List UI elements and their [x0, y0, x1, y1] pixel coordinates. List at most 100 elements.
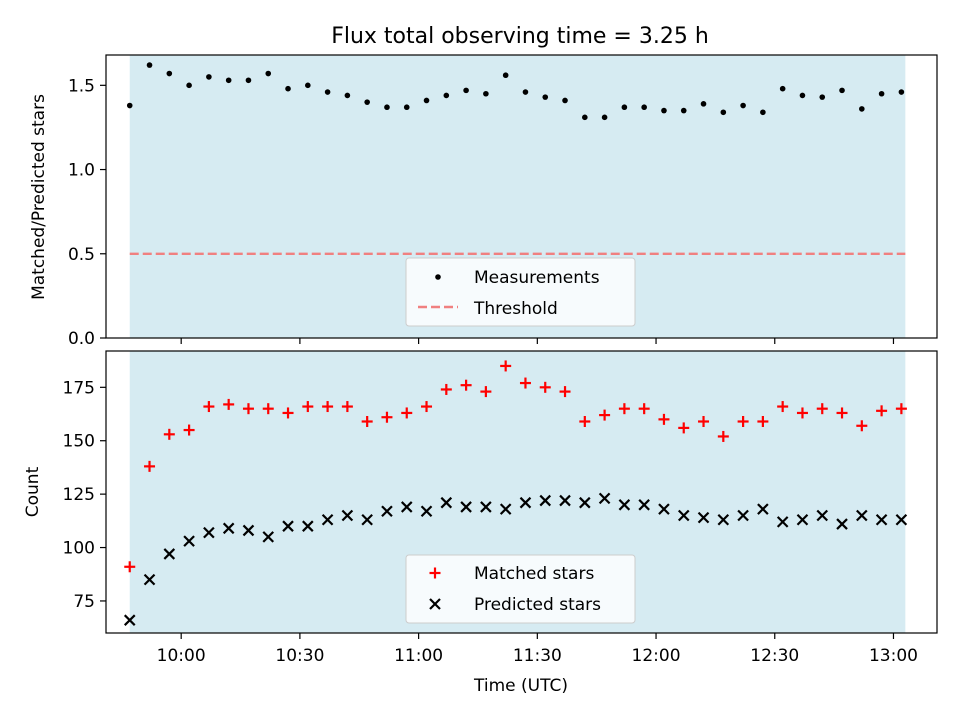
predicted-star-point [539, 494, 552, 507]
matched-star-point [519, 377, 531, 389]
matched-star-point [460, 379, 472, 391]
predicted-star-point [776, 516, 789, 528]
predicted-star-point [856, 509, 868, 522]
measurement-point [859, 106, 865, 112]
predicted-star-point [579, 496, 591, 509]
measurement-point [898, 89, 905, 95]
predicted-star-point [400, 501, 413, 513]
top-points [126, 62, 905, 121]
measurement-point [146, 62, 153, 68]
bottom-y-tick-label: 175 [63, 378, 95, 398]
measurement-point [839, 87, 845, 94]
measurement-point [364, 99, 370, 105]
predicted-star-point [143, 573, 156, 586]
matched-star-point [223, 398, 235, 410]
matched-star-point [698, 416, 710, 427]
matched-star-point [203, 401, 215, 413]
x-tick-label: 13:00 [869, 646, 918, 666]
legend-matched-marker [429, 567, 441, 579]
measurement-point [225, 77, 232, 84]
predicted-star-point [420, 505, 433, 518]
predicted-star-point [460, 501, 472, 513]
legend-predicted-label: Predicted stars [474, 595, 601, 615]
predicted-star-point [658, 503, 670, 515]
x-tick-label: 11:00 [394, 646, 443, 666]
matched-star-point [341, 401, 353, 413]
predicted-star-point [697, 511, 710, 524]
matched-star-point [381, 411, 393, 423]
measurement-point [878, 90, 885, 97]
measurement-point [443, 92, 450, 99]
measurement-point [324, 89, 331, 95]
bottom-legend-box [405, 554, 636, 624]
predicted-star-point [836, 518, 848, 530]
measurement-point [423, 97, 430, 104]
top-panel: 0.0 0.5 1.0 1.5 Matched/Predicted stars Mea… [29, 54, 938, 349]
matched-star-point [559, 386, 571, 398]
bottom-axes-frame [105, 350, 938, 634]
matched-star-point [262, 403, 274, 415]
legend-matched-label: Matched stars [474, 564, 594, 584]
predicted-star-point [499, 503, 512, 515]
measurement-point [305, 82, 311, 89]
measurement-point [502, 72, 509, 79]
top-axes-frame [105, 54, 938, 339]
matched-star-point [658, 413, 670, 425]
predicted-star-point [163, 548, 176, 560]
matched-star-point [500, 360, 512, 372]
measurement-point [641, 104, 647, 111]
measurement-point [760, 109, 766, 116]
predicted-star-point [677, 509, 690, 522]
matched-star-point [836, 407, 848, 419]
predicted-marker-glyph [429, 598, 441, 610]
predicted-star-point [302, 520, 314, 532]
measurement-point [245, 77, 252, 84]
matched-star-point [480, 386, 492, 398]
predicted-star-point [816, 509, 829, 522]
matched-star-point [895, 403, 907, 415]
matched-star-point [361, 416, 373, 427]
bottom-y-ticks: 75 100 125 150 175 [63, 378, 106, 612]
matched-star-point [757, 416, 769, 427]
matched-star-point [401, 407, 413, 419]
predicted-star-point [598, 492, 611, 505]
bottom-y-tick-label: 125 [63, 485, 95, 505]
measurement-point [522, 89, 529, 95]
predicted-star-point [757, 503, 769, 515]
matched-star-point [816, 403, 828, 415]
top-legend: Measurements Threshold [405, 257, 636, 327]
matched-star-point [638, 403, 650, 415]
matched-star-point [163, 428, 175, 440]
bottom-points [123, 360, 908, 626]
matched-star-point [618, 403, 630, 415]
matched-star-point [282, 407, 294, 419]
measurement-point [542, 94, 549, 100]
measurement-point [680, 107, 687, 114]
x-tick-label: 12:30 [750, 646, 799, 666]
x-tick-label: 10:00 [157, 646, 206, 666]
predicted-star-point [717, 513, 730, 526]
matched-star-point [183, 424, 195, 436]
predicted-star-point [183, 535, 195, 547]
predicted-star-point [737, 509, 749, 522]
matched-star-point [579, 416, 591, 427]
matched-marker-glyph [429, 567, 441, 579]
predicted-star-point [361, 513, 373, 526]
matched-star-point [737, 416, 749, 427]
measurement-point [740, 102, 746, 109]
measurement-point [779, 85, 786, 92]
bottom-x-ticks: 10:00 10:30 11:00 11:30 12:00 12:30 13:00 [157, 633, 918, 666]
top-y-tick-label: 0.5 [68, 245, 95, 265]
measurement-point [819, 94, 826, 100]
matched-star-point [777, 401, 789, 413]
predicted-star-point [519, 496, 532, 509]
top-y-tick-label: 1.5 [68, 76, 95, 96]
top-y-ticks: 0.0 0.5 1.0 1.5 [68, 76, 106, 349]
top-y-tick-label: 1.0 [68, 161, 95, 181]
measurement-point [186, 82, 192, 89]
measurement-point [166, 70, 173, 77]
predicted-star-point [875, 513, 888, 526]
measurement-point [126, 102, 133, 109]
matched-star-point [856, 420, 868, 432]
